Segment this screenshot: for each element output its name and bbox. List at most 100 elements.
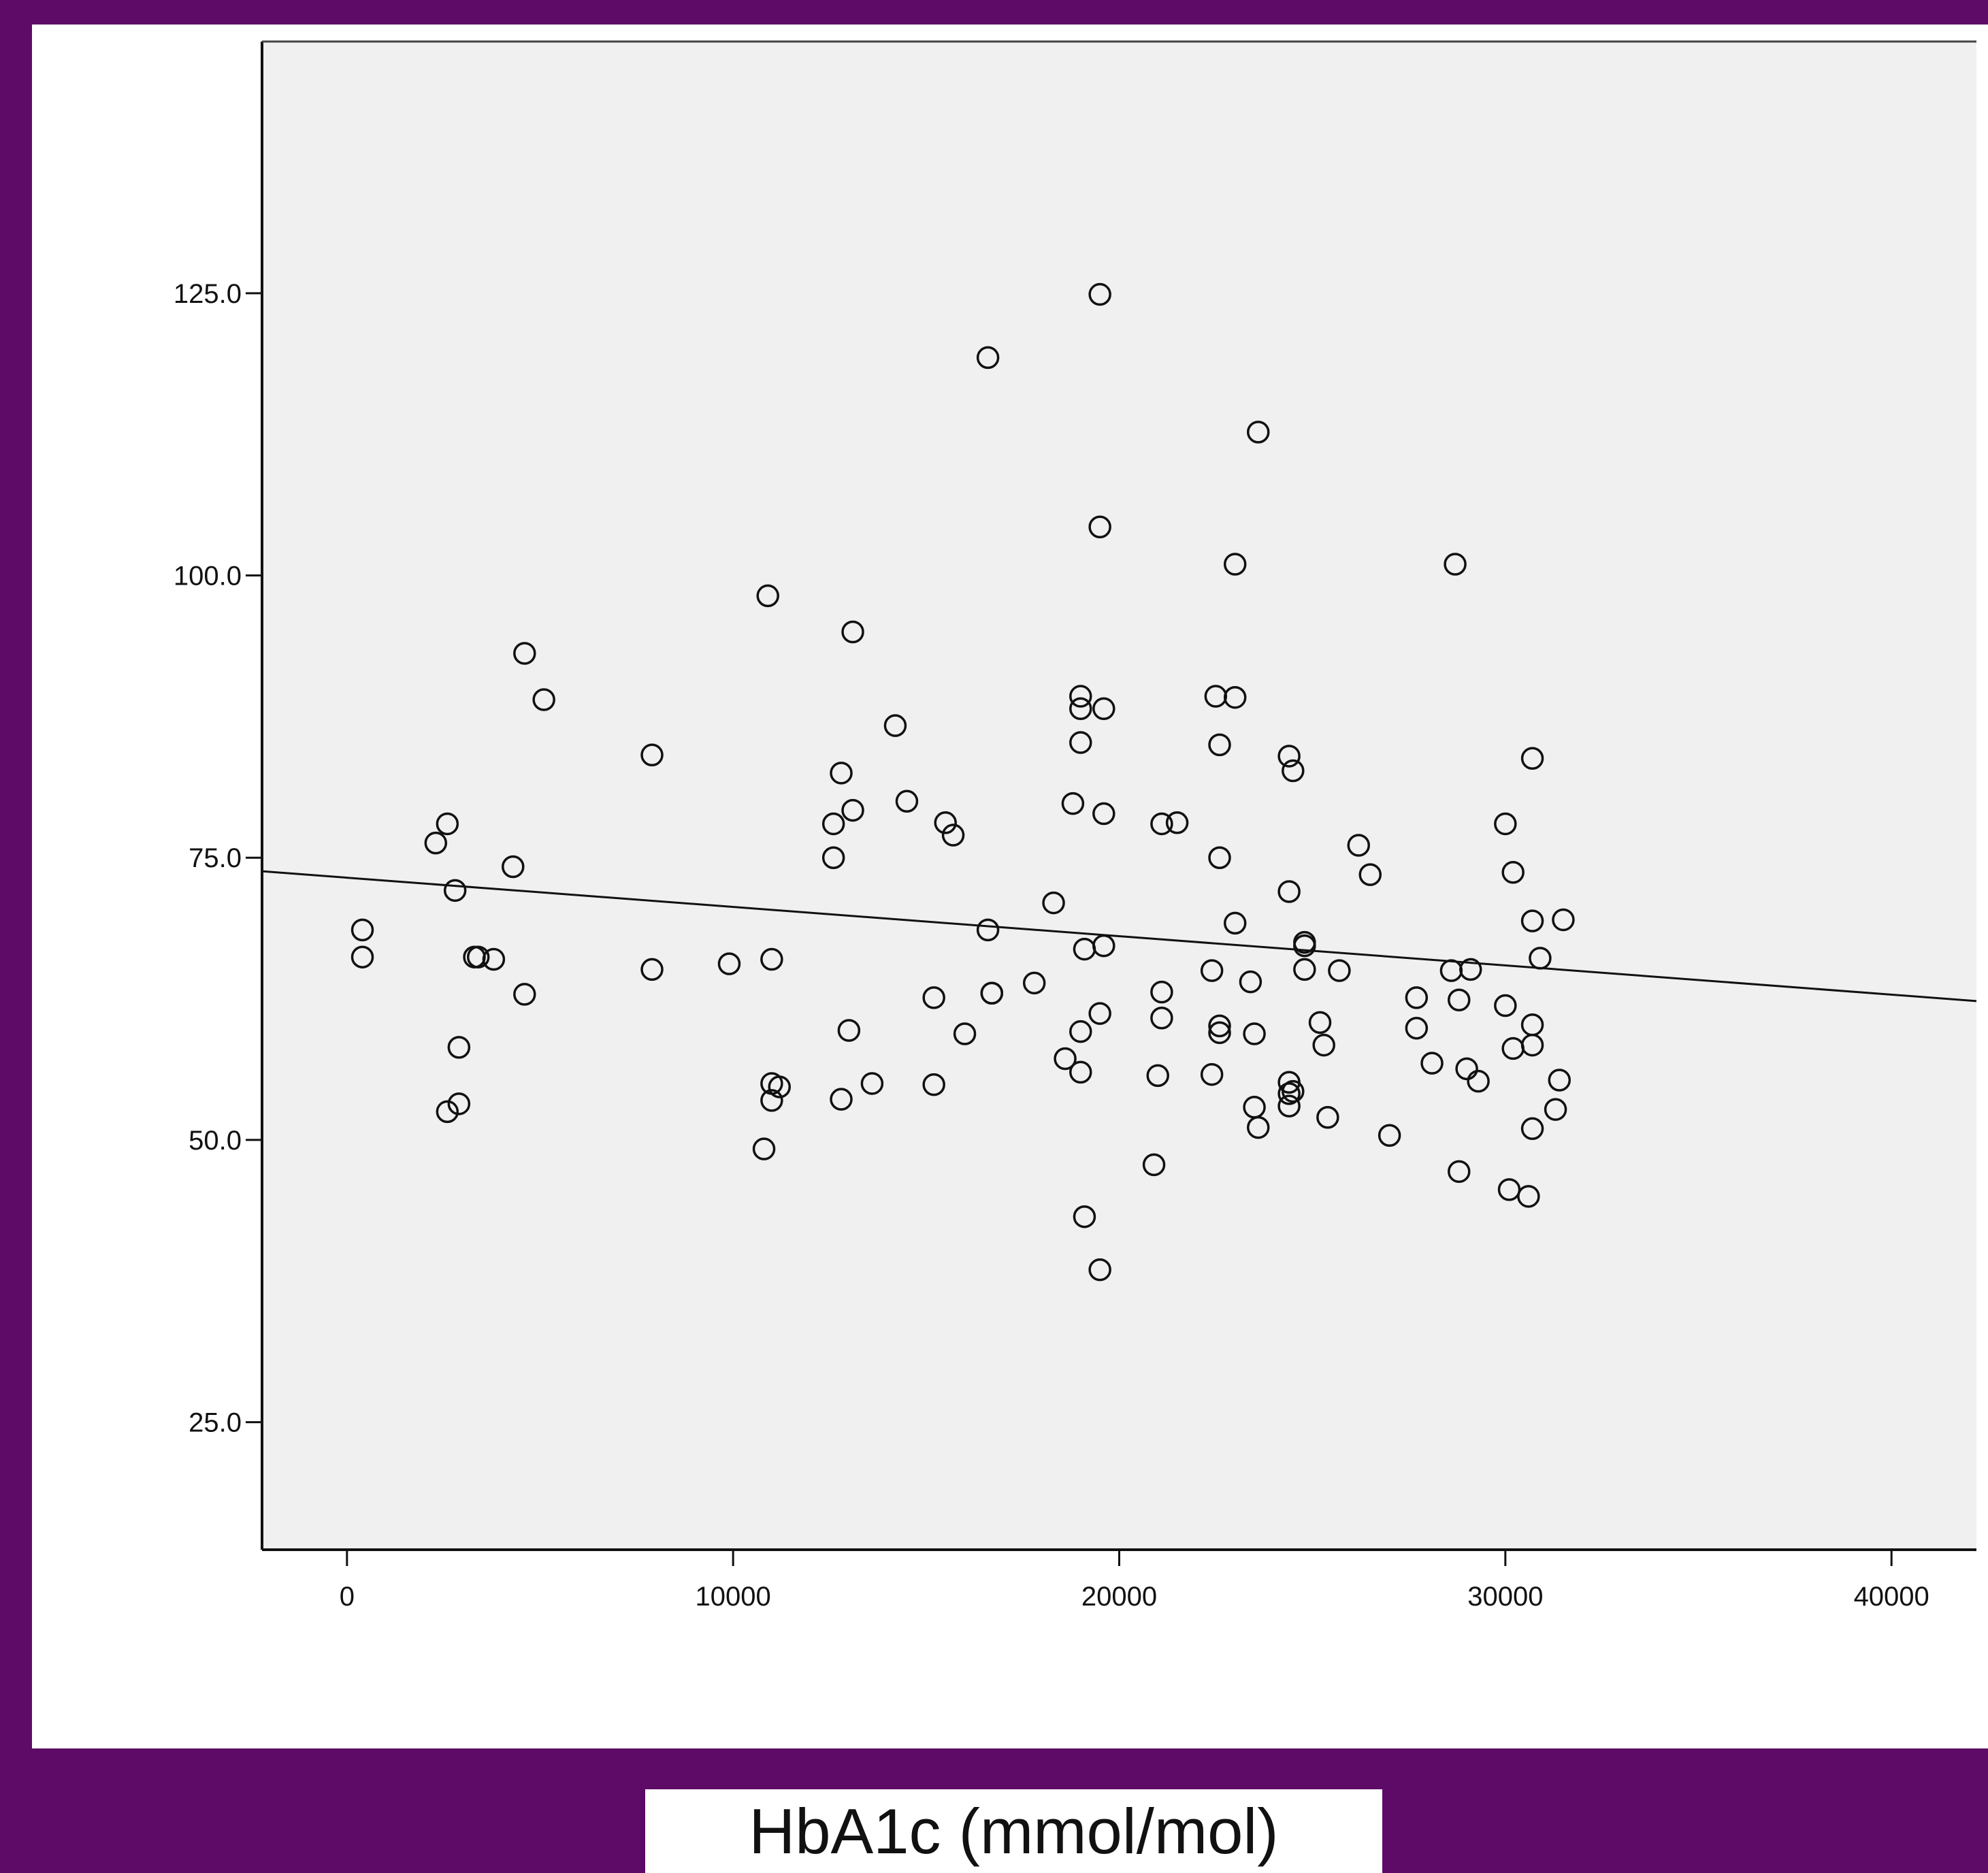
data-point	[1494, 994, 1517, 1017]
data-point	[513, 983, 536, 1006]
data-point	[821, 812, 845, 836]
data-point	[1405, 986, 1429, 1009]
data-point	[502, 855, 525, 879]
data-point	[1459, 958, 1482, 981]
data-point	[1282, 1079, 1305, 1103]
data-point	[1308, 1011, 1332, 1035]
data-point	[351, 918, 374, 942]
data-point	[1293, 958, 1316, 981]
data-point	[1277, 880, 1301, 903]
data-point	[640, 958, 664, 981]
data-point	[934, 811, 957, 834]
data-point	[424, 831, 448, 855]
data-point	[1358, 863, 1382, 886]
data-point	[1517, 1185, 1540, 1208]
data-point	[1208, 1014, 1231, 1038]
data-point	[1312, 1033, 1335, 1057]
data-point	[1448, 988, 1471, 1011]
data-point	[513, 642, 536, 665]
data-point	[756, 584, 779, 608]
data-point	[1223, 685, 1247, 709]
data-point	[1277, 1082, 1301, 1105]
data-point	[841, 798, 864, 822]
x-tick-label: 10000	[696, 1582, 771, 1612]
y-axis-title: HbA1c (mmol/mol)	[749, 1795, 1279, 1867]
data-point	[1520, 747, 1544, 770]
y-tick-label: 100.0	[174, 561, 242, 591]
data-point	[1208, 1021, 1231, 1045]
data-point	[1150, 812, 1173, 836]
data-point	[1494, 812, 1517, 836]
data-point	[1022, 971, 1046, 995]
data-point	[1552, 908, 1575, 932]
data-point	[830, 1088, 853, 1111]
data-point	[1378, 1124, 1401, 1147]
data-point	[1520, 1033, 1544, 1057]
y-tick-label: 75.0	[189, 843, 242, 873]
data-point	[351, 945, 374, 968]
data-point	[1548, 1069, 1571, 1092]
data-point	[1223, 553, 1247, 576]
data-point	[922, 986, 945, 1009]
data-point	[1520, 909, 1544, 932]
data-point	[1088, 282, 1111, 306]
data-point	[717, 952, 741, 975]
data-point	[1069, 697, 1092, 721]
data-point	[1088, 1002, 1111, 1025]
plot-area	[262, 42, 1976, 1550]
y-tick-label: 25.0	[189, 1408, 242, 1438]
data-point	[1150, 1007, 1173, 1030]
data-point	[1069, 685, 1092, 708]
data-point	[482, 947, 506, 971]
data-point	[1200, 959, 1224, 982]
data-point	[841, 620, 864, 644]
data-point	[895, 789, 919, 813]
data-point	[1544, 1098, 1567, 1121]
data-point	[532, 688, 555, 711]
data-point	[443, 879, 467, 902]
data-point	[976, 346, 1000, 370]
data-point	[1246, 1115, 1270, 1139]
x-tick-label: 40000	[1854, 1582, 1929, 1612]
data-point	[1405, 1016, 1429, 1040]
data-point	[976, 918, 1000, 942]
data-point	[1069, 731, 1092, 754]
points-layer	[351, 282, 1575, 1282]
data-point	[1069, 1020, 1092, 1043]
data-point	[953, 1022, 977, 1045]
y-tick-label: 125.0	[174, 279, 242, 309]
data-point	[1165, 811, 1189, 834]
data-point	[1073, 1205, 1096, 1228]
data-point	[1208, 846, 1231, 869]
data-point	[1520, 1117, 1544, 1141]
data-point	[1243, 1022, 1266, 1045]
data-point	[1200, 1062, 1224, 1086]
data-point	[860, 1072, 884, 1095]
data-point	[752, 1137, 776, 1160]
data-point	[1042, 891, 1065, 915]
data-point	[760, 1089, 783, 1112]
data-point	[1150, 980, 1173, 1004]
data-point	[1467, 1069, 1490, 1093]
data-point	[980, 981, 1004, 1005]
data-point	[1455, 1057, 1478, 1081]
data-point	[1142, 1153, 1166, 1177]
data-point	[1146, 1064, 1169, 1088]
data-point	[1316, 1105, 1339, 1129]
data-point	[1092, 697, 1115, 721]
axes-layer: 25.0 50.0 75.0 100.0 125.0 0 10000 20000 30000 40…	[174, 40, 1976, 1612]
data-point	[1347, 834, 1371, 857]
data-point	[466, 945, 490, 968]
fit-line-layer	[261, 870, 1977, 1003]
x-tick-label: 20000	[1081, 1582, 1157, 1612]
data-point	[1282, 759, 1305, 783]
data-point	[1328, 959, 1351, 982]
data-point	[883, 714, 907, 737]
data-point	[1529, 947, 1552, 970]
data-point	[768, 1075, 791, 1098]
data-point	[1277, 1094, 1301, 1118]
data-point	[941, 824, 965, 847]
data-point	[837, 1019, 861, 1042]
x-tick-label: 0	[340, 1582, 355, 1612]
